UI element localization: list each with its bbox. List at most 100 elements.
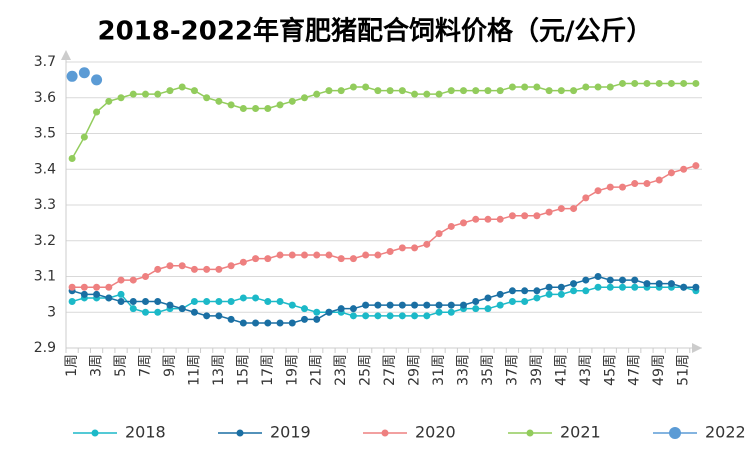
data-point: [142, 273, 149, 280]
data-point: [129, 90, 137, 98]
data-point: [557, 290, 565, 298]
data-point: [435, 90, 443, 98]
data-point: [154, 308, 162, 316]
data-point: [533, 287, 541, 295]
data-point: [582, 194, 590, 202]
data-point: [264, 319, 272, 327]
data-point: [142, 308, 149, 316]
chart-title: 2018-2022年育肥猪配合饲料价格（元/公斤）: [97, 16, 652, 47]
data-point: [570, 87, 578, 95]
data-point: [594, 273, 602, 280]
data-point: [105, 283, 113, 291]
data-point: [374, 301, 382, 309]
x-tick-label: 51周: [676, 354, 692, 386]
data-point: [533, 83, 541, 91]
data-point: [68, 155, 76, 163]
data-point: [423, 312, 431, 320]
data-point: [78, 67, 90, 79]
data-point: [239, 258, 247, 266]
data-point: [362, 312, 370, 320]
data-point: [508, 298, 516, 306]
data-point: [692, 283, 700, 291]
x-tick-label: 15周: [235, 354, 251, 386]
x-tick-label: 11周: [186, 354, 202, 386]
data-point: [252, 255, 260, 263]
data-point: [472, 305, 480, 313]
x-tick-label: 29周: [407, 354, 423, 386]
data-point: [447, 222, 455, 230]
data-point: [80, 283, 88, 291]
data-point: [276, 101, 284, 109]
data-point: [680, 165, 688, 173]
x-tick-label: 49周: [651, 354, 667, 386]
data-point: [594, 283, 602, 291]
data-point: [264, 298, 272, 306]
data-point: [398, 244, 406, 252]
data-point: [166, 301, 174, 309]
y-tick-label: 3: [47, 304, 56, 320]
x-axis-arrow: [692, 343, 702, 353]
data-point: [667, 280, 675, 288]
data-point: [521, 298, 529, 306]
data-point: [349, 83, 357, 91]
data-point: [423, 301, 431, 309]
data-point: [301, 94, 308, 102]
data-point: [521, 83, 529, 91]
data-point: [655, 79, 663, 87]
data-point: [91, 74, 103, 86]
data-point: [398, 87, 406, 95]
data-point: [570, 280, 578, 288]
data-point: [643, 280, 651, 288]
data-point: [66, 70, 78, 82]
data-point: [386, 312, 394, 320]
data-point: [178, 262, 186, 270]
data-point: [154, 298, 162, 306]
data-point: [313, 315, 321, 323]
data-point: [349, 312, 357, 320]
x-tick-label: 41周: [553, 354, 569, 386]
data-point: [606, 283, 614, 291]
data-point: [264, 104, 272, 112]
data-point: [545, 290, 553, 298]
data-point: [239, 294, 247, 302]
data-point: [398, 312, 406, 320]
data-point: [239, 319, 247, 327]
data-point: [288, 301, 296, 309]
y-tick-label: 3.4: [34, 161, 56, 177]
x-tick-label: 9周: [162, 354, 178, 377]
data-point: [557, 205, 565, 213]
data-point: [411, 312, 419, 320]
y-tick-label: 3.3: [34, 197, 56, 213]
data-point: [411, 244, 419, 252]
data-point: [80, 133, 88, 141]
x-tick-label: 23周: [333, 354, 349, 386]
data-point: [190, 308, 198, 316]
data-point: [411, 90, 419, 98]
data-point: [117, 276, 125, 284]
x-tick-label: 19周: [284, 354, 300, 386]
data-point: [557, 87, 565, 95]
data-point: [619, 283, 626, 291]
data-point: [239, 104, 247, 112]
legend-label: 2018: [125, 423, 166, 442]
series-line: [71, 82, 696, 159]
series-line: [71, 275, 696, 324]
data-point: [423, 240, 431, 248]
data-point: [484, 215, 492, 223]
data-point: [276, 251, 284, 259]
data-point: [508, 83, 516, 91]
data-point: [521, 212, 529, 220]
data-point: [190, 265, 198, 273]
data-point: [570, 205, 578, 213]
data-point: [252, 104, 260, 112]
data-point: [435, 301, 443, 309]
data-point: [484, 305, 492, 313]
data-point: [154, 90, 162, 98]
data-point: [631, 180, 639, 188]
data-point: [447, 308, 455, 316]
x-tick-label: 1周: [64, 354, 80, 377]
data-point: [680, 283, 688, 291]
legend-label: 2019: [270, 423, 311, 442]
data-point: [692, 162, 700, 170]
data-point: [619, 183, 626, 191]
